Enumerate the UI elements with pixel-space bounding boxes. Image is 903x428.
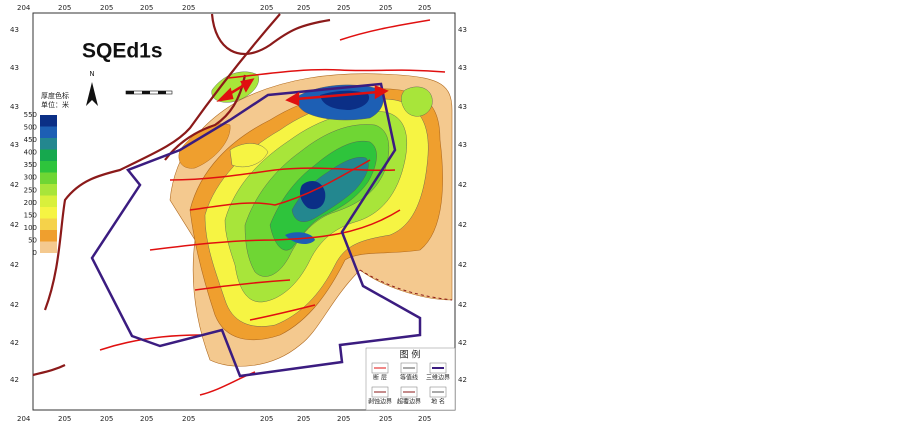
faults (99, 19, 446, 396)
bottom-coordinate: 205 (100, 415, 113, 423)
scale-swatch (40, 184, 57, 196)
left-coordinate: 42 (10, 376, 19, 384)
scale-label: 450 (24, 136, 37, 144)
bottom-coordinate: 205 (297, 415, 310, 423)
left-coordinate: 42 (10, 181, 19, 189)
scale-swatch (40, 149, 57, 161)
scale-swatch (40, 230, 57, 242)
scale-swatch (40, 161, 57, 173)
scale-label: 100 (24, 224, 37, 232)
left-coordinate: 43 (10, 26, 19, 34)
top-coordinate: 205 (297, 4, 310, 12)
scale-title: 厚度色标 (41, 91, 69, 100)
bottom-coordinate: 205 (140, 415, 153, 423)
bottom-coordinate: 205 (418, 415, 431, 423)
right-coordinate: 43 (458, 64, 467, 72)
legend-label: 地 名 (431, 398, 445, 406)
scale-swatch (40, 218, 57, 230)
legend-label: 三维边界 (426, 374, 450, 382)
left-coordinate: 43 (10, 64, 19, 72)
right-coordinate: 42 (458, 301, 467, 309)
legend-title: 图 例 (400, 349, 421, 361)
direction-arrows (216, 78, 389, 106)
top-coordinate: 205 (182, 4, 195, 12)
left-coordinate: 42 (10, 221, 19, 229)
map-title: SQEd1s (82, 40, 163, 63)
bottom-coordinate: 204 (17, 415, 31, 423)
left-coordinate: 42 (10, 261, 19, 269)
scale-swatch (40, 241, 57, 253)
right-coordinate: 42 (458, 376, 467, 384)
right-coordinate: 43 (458, 141, 467, 149)
right-coordinate: 42 (458, 261, 467, 269)
right-coordinate: 42 (458, 339, 467, 347)
north-arrow: N (86, 70, 98, 106)
scale-label: 150 (24, 211, 37, 219)
legend-label: 等值线 (400, 374, 418, 382)
scale-label: 400 (24, 149, 37, 157)
scale-swatch (40, 207, 57, 219)
scale-label: 200 (24, 199, 37, 207)
bottom-coordinate: 205 (260, 415, 273, 423)
right-coordinate: 42 (458, 181, 467, 189)
left-coordinate: 43 (10, 141, 19, 149)
top-coordinate: 205 (379, 4, 392, 12)
right-coordinate: 43 (458, 103, 467, 111)
right-coordinate: 42 (458, 221, 467, 229)
survey-boundary (90, 82, 422, 378)
scale-unit: 单位：米 (41, 100, 69, 109)
scale-label: 500 (24, 124, 37, 132)
coordinate-labels: 204 205 205 205 205 205 205 205 205 205 204 205 205 2… (10, 4, 467, 423)
left-coordinate: 42 (10, 301, 19, 309)
scale-label: 50 (28, 236, 37, 244)
bottom-coordinate: 205 (182, 415, 195, 423)
scale-swatch (40, 126, 57, 138)
bottom-coordinate: 205 (379, 415, 392, 423)
top-coordinate: 204 (17, 4, 31, 12)
legend-label: 断 层 (373, 374, 387, 382)
legend-label: 超覆边界 (397, 398, 421, 406)
scale-swatch (40, 195, 57, 207)
scale-swatch (40, 115, 57, 127)
top-coordinate: 205 (260, 4, 273, 12)
north-label: N (89, 70, 94, 78)
overlap-boundary (359, 269, 453, 301)
scale-label: 250 (24, 186, 37, 194)
top-coordinate: 205 (337, 4, 350, 12)
left-coordinate: 43 (10, 103, 19, 111)
scale-swatch (40, 138, 57, 150)
scale-label: 0 (33, 249, 37, 257)
legend-label: 剥蚀边界 (368, 398, 392, 406)
scale-bar (125, 90, 173, 95)
scale-label: 300 (24, 174, 37, 182)
top-coordinate: 205 (58, 4, 71, 12)
right-coordinate: 43 (458, 26, 467, 34)
erosion-boundaries (32, 13, 331, 377)
scale-label: 550 (24, 111, 37, 119)
scale-swatch (40, 172, 57, 184)
thickness-zones (169, 71, 453, 367)
scale-label: 350 (24, 161, 37, 169)
top-coordinate: 205 (418, 4, 431, 12)
left-coordinate: 42 (10, 339, 19, 347)
bottom-coordinate: 205 (58, 415, 71, 423)
top-coordinate: 205 (100, 4, 113, 12)
bottom-coordinate: 205 (337, 415, 350, 423)
top-coordinate: 205 (140, 4, 153, 12)
